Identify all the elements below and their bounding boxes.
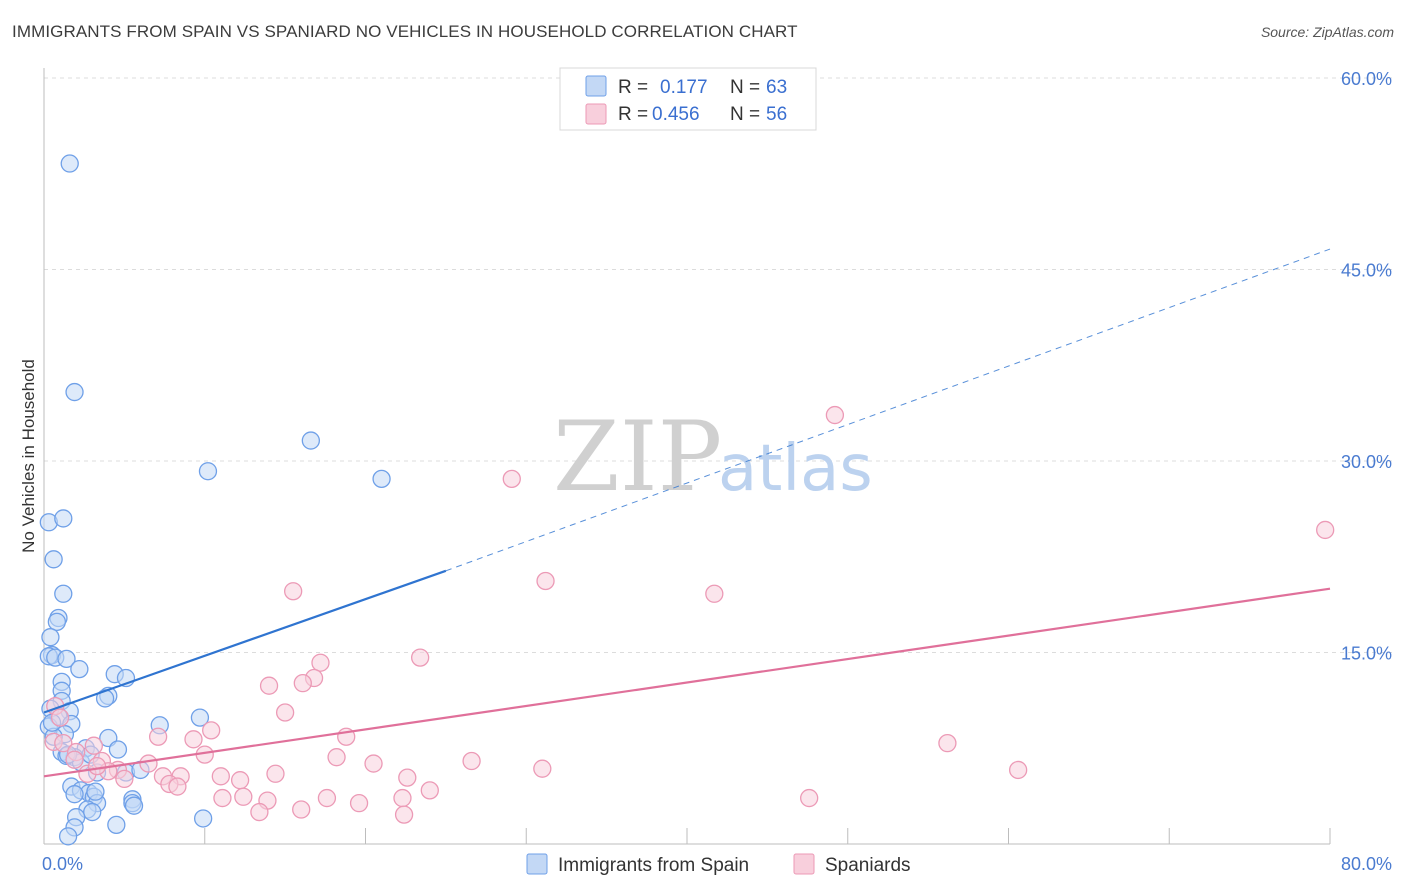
y-tick-label: 60.0% xyxy=(1341,69,1392,89)
legend-r-value: 0.177 xyxy=(660,77,708,98)
point-spaniards xyxy=(292,800,311,819)
series-legend-swatch-spaniards xyxy=(793,853,815,875)
point-spaniards xyxy=(800,788,819,808)
point-spaniards xyxy=(1008,760,1028,780)
series-legend-label-spaniards: Spaniards xyxy=(825,855,911,876)
y-tick-label: 30.0% xyxy=(1341,452,1392,472)
point-spaniards xyxy=(411,648,430,667)
point-spaniards xyxy=(54,733,73,753)
y-axis-label: No Vehicles in Household xyxy=(19,359,38,553)
point-spaniards xyxy=(327,748,346,767)
point-spain xyxy=(372,469,391,489)
point-spain xyxy=(198,462,218,481)
legend-n-label: N = xyxy=(730,77,760,98)
data-points xyxy=(39,154,1335,846)
point-spaniards xyxy=(266,764,285,783)
point-spain xyxy=(70,659,89,679)
trend-line-spaniards xyxy=(43,587,1331,778)
point-spaniards xyxy=(317,788,337,808)
legend-r-value: 0.456 xyxy=(652,104,700,125)
watermark: ZIP atlas xyxy=(553,401,873,513)
y-tick-label: 15.0% xyxy=(1341,644,1392,664)
chart-title: IMMIGRANTS FROM SPAIN VS SPANIARD NO VEH… xyxy=(12,22,798,41)
watermark-zip: ZIP xyxy=(553,401,722,513)
point-spaniards xyxy=(533,759,552,778)
point-spain xyxy=(108,740,128,759)
point-spain xyxy=(301,431,320,450)
point-spaniards xyxy=(148,727,168,746)
point-spaniards xyxy=(502,469,521,489)
point-spaniards xyxy=(184,730,203,749)
point-spain xyxy=(44,550,63,569)
point-spain xyxy=(107,815,126,834)
legend-r-label: R = xyxy=(618,104,648,125)
stats-legend: R = 0.177 N = 63 R = 0.456 N = 56 xyxy=(559,67,817,131)
point-spaniards xyxy=(311,653,330,672)
point-spaniards xyxy=(284,582,303,601)
legend-swatch-spaniards xyxy=(585,103,607,125)
point-spain xyxy=(47,612,67,632)
point-spain xyxy=(54,509,73,528)
point-spaniards xyxy=(938,733,957,753)
x-tick-label: 0.0% xyxy=(42,854,83,874)
point-spaniards xyxy=(139,754,158,773)
point-spain xyxy=(86,782,105,801)
point-spain xyxy=(58,827,78,846)
point-spaniards xyxy=(202,721,221,740)
point-spaniards xyxy=(462,751,481,771)
legend-r-label: R = xyxy=(618,77,648,98)
tick-labels: 15.0% 30.0% 45.0% 60.0% 0.0% 80.0% xyxy=(42,69,1392,874)
series-legend-label-spain: Immigrants from Spain xyxy=(558,855,749,876)
point-spaniards xyxy=(825,405,845,425)
point-spain xyxy=(83,802,102,822)
point-spaniards xyxy=(705,584,724,603)
point-spain xyxy=(60,154,79,173)
point-spaniards xyxy=(50,708,70,727)
point-spaniards xyxy=(349,793,369,813)
point-spain xyxy=(41,628,60,647)
series-legend-swatch-spain xyxy=(526,853,548,875)
legend-n-value: 56 xyxy=(766,104,787,125)
point-spain xyxy=(54,584,73,603)
trend-line-spain xyxy=(43,569,447,714)
point-spaniards xyxy=(275,703,295,722)
point-spaniards xyxy=(394,805,414,824)
point-spain xyxy=(190,708,210,727)
legend-swatch-spain xyxy=(585,75,607,97)
point-spaniards xyxy=(213,788,232,808)
point-spaniards xyxy=(87,756,107,776)
point-spaniards xyxy=(168,777,187,796)
watermark-atlas: atlas xyxy=(718,432,873,506)
point-spaniards xyxy=(84,736,103,755)
trend-lines xyxy=(43,248,1331,778)
point-spain xyxy=(65,785,84,804)
point-spaniards xyxy=(1316,520,1335,540)
point-spaniards xyxy=(65,750,84,769)
point-spain xyxy=(124,796,144,815)
grid xyxy=(44,77,1392,653)
y-tick-label: 45.0% xyxy=(1341,261,1392,281)
point-spaniards xyxy=(293,673,312,693)
point-spaniards xyxy=(250,802,269,822)
chart-source: Source: ZipAtlas.com xyxy=(1260,24,1394,40)
trend-line-spain-extension xyxy=(445,248,1331,572)
point-spaniards xyxy=(364,754,383,773)
point-spaniards xyxy=(420,781,439,800)
x-tick-label: 80.0% xyxy=(1341,854,1392,874)
point-spaniards xyxy=(536,571,555,591)
point-spaniards xyxy=(393,788,412,808)
legend-n-label: N = xyxy=(730,104,760,125)
point-spaniards xyxy=(398,768,417,787)
point-spaniards xyxy=(234,787,253,806)
legend-n-value: 63 xyxy=(766,77,787,98)
point-spaniards xyxy=(230,771,250,790)
point-spaniards xyxy=(211,767,230,786)
point-spaniards xyxy=(115,769,134,789)
point-spain xyxy=(65,382,84,402)
point-spaniards xyxy=(259,676,279,695)
point-spain xyxy=(193,809,213,828)
series-legend: Immigrants from Spain Spaniards xyxy=(526,853,911,876)
point-spain xyxy=(57,649,76,669)
